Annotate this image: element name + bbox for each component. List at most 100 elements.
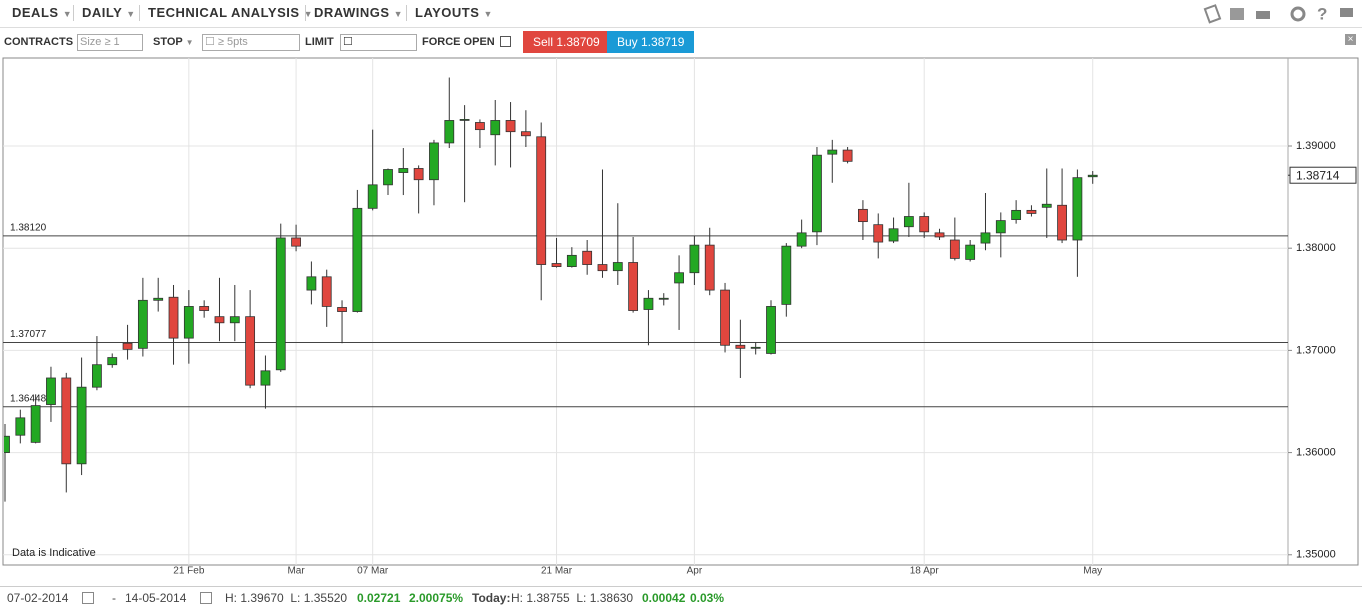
close-button[interactable]: × <box>1345 34 1356 45</box>
buy-button[interactable]: Buy 1.38719 <box>607 31 695 53</box>
candle-body <box>76 386 87 465</box>
last-price-box <box>1289 166 1357 184</box>
divider <box>0 27 1362 28</box>
force-open-checkbox[interactable] <box>500 36 511 47</box>
separator <box>139 5 140 21</box>
toolbar-icons: ? <box>1203 4 1353 24</box>
menu-layouts[interactable]: LAYOUTS ▼ <box>415 5 493 20</box>
print-icon[interactable] <box>1256 11 1270 19</box>
candle-body <box>873 224 884 243</box>
chart: Data is Indicative 1.35000 1.36000 1.37000… <box>2 57 1359 577</box>
divider <box>0 586 1362 587</box>
candle-body <box>704 244 715 291</box>
image-icon[interactable] <box>1230 8 1244 20</box>
menu-drawings[interactable]: DRAWINGS ▼ <box>314 5 404 20</box>
candle-body <box>383 169 393 186</box>
menu-technical[interactable]: TECHNICAL ANALYSIS ▼ <box>148 5 314 20</box>
menu-label: DAILY <box>82 5 123 20</box>
y-tick-label: 1.35000 <box>1296 549 1336 561</box>
candle-body <box>505 120 516 133</box>
candle-body <box>459 119 470 121</box>
note: Data is Indicative <box>12 547 96 559</box>
today-range: H: 1.38755 L: 1.38630 <box>511 591 634 605</box>
stop-input[interactable]: ☐ ≥ 5pts <box>202 34 300 51</box>
from-date[interactable]: 07-02-2014 <box>7 591 69 605</box>
candle-body <box>934 232 945 238</box>
candle-body <box>1041 203 1052 208</box>
candle-body <box>842 149 853 162</box>
candle-body <box>628 262 639 311</box>
y-tick-label: 1.39000 <box>1296 140 1336 152</box>
menu-label: DEALS <box>12 5 59 20</box>
candle-body <box>796 232 807 247</box>
stop-label: STOP <box>153 36 183 48</box>
menu-daily[interactable]: DAILY ▼ <box>82 5 136 20</box>
stop-menu[interactable]: STOP ▼ <box>153 36 194 48</box>
candle-body <box>658 297 669 300</box>
candle-body <box>429 142 439 181</box>
today-change: 0.00042 <box>642 591 686 605</box>
candle-body <box>183 306 194 339</box>
candle-body <box>643 297 654 310</box>
calendar-icon[interactable] <box>82 592 94 604</box>
candle-body <box>995 220 1006 234</box>
settings-icon[interactable] <box>1290 6 1306 22</box>
candle-body <box>520 131 531 137</box>
candle-body <box>137 299 148 349</box>
candle-body <box>750 346 761 349</box>
level-label: 1.36448 <box>10 393 47 404</box>
limit-label: LIMIT <box>305 36 334 48</box>
candle-body <box>413 168 424 181</box>
chart-frame <box>2 57 1359 566</box>
candle-body <box>781 245 792 305</box>
last-price-label: 1.38714 <box>1296 168 1340 182</box>
candle-body <box>949 239 960 259</box>
candle-body <box>735 344 746 349</box>
candle-body <box>92 364 102 388</box>
help-icon[interactable]: ? <box>1317 4 1327 23</box>
candle-body <box>352 207 363 312</box>
placeholder: Size ≥ 1 <box>80 36 120 48</box>
candle-body <box>229 316 240 324</box>
x-tick-label: May <box>1083 566 1102 577</box>
candle-body <box>888 228 899 242</box>
candle-body <box>827 149 838 155</box>
size-input[interactable]: Size ≥ 1 <box>77 34 143 51</box>
today-label: Today: <box>472 591 511 605</box>
grid <box>3 58 1288 565</box>
calendar-icon[interactable] <box>200 592 212 604</box>
dash: - <box>112 591 116 605</box>
candle-body <box>122 342 133 350</box>
x-tick-label: 07 Mar <box>357 566 389 577</box>
candle-body <box>612 262 623 272</box>
menu-label: TECHNICAL ANALYSIS <box>148 5 300 20</box>
sell-button[interactable]: Sell 1.38709 <box>523 31 610 53</box>
x-tick-label: 21 Mar <box>541 566 573 577</box>
chat-icon[interactable] <box>1340 8 1353 17</box>
level-label: 1.37077 <box>10 329 47 340</box>
level-label: 1.38120 <box>10 223 47 234</box>
candle-body <box>919 216 930 233</box>
candle-body <box>306 276 317 291</box>
candle-body <box>490 120 501 136</box>
layers-icon[interactable] <box>1203 4 1222 24</box>
x-tick-label: 18 Apr <box>910 566 940 577</box>
to-date[interactable]: 14-05-2014 <box>125 591 187 605</box>
force-open-label: FORCE OPEN <box>422 36 495 48</box>
today-pct: 0.03% <box>690 591 725 605</box>
x-tick-label: Apr <box>687 566 703 577</box>
candle-body <box>536 136 547 265</box>
candle-body <box>1026 209 1037 214</box>
separator <box>305 5 306 21</box>
candle-body <box>30 405 41 443</box>
menu-deals[interactable]: DEALS ▼ <box>12 5 73 20</box>
candle-body <box>46 377 56 405</box>
menu-label: LAYOUTS <box>415 5 480 20</box>
placeholder: ≥ 5pts <box>217 36 248 48</box>
candle-body <box>965 244 976 260</box>
candle-body <box>260 370 271 386</box>
range: H: 1.39670 L: 1.35520 <box>225 591 348 605</box>
limit-input[interactable]: ☐ <box>340 34 417 51</box>
candle-body <box>1057 204 1067 241</box>
x-tick-label: 21 Feb <box>173 566 205 577</box>
